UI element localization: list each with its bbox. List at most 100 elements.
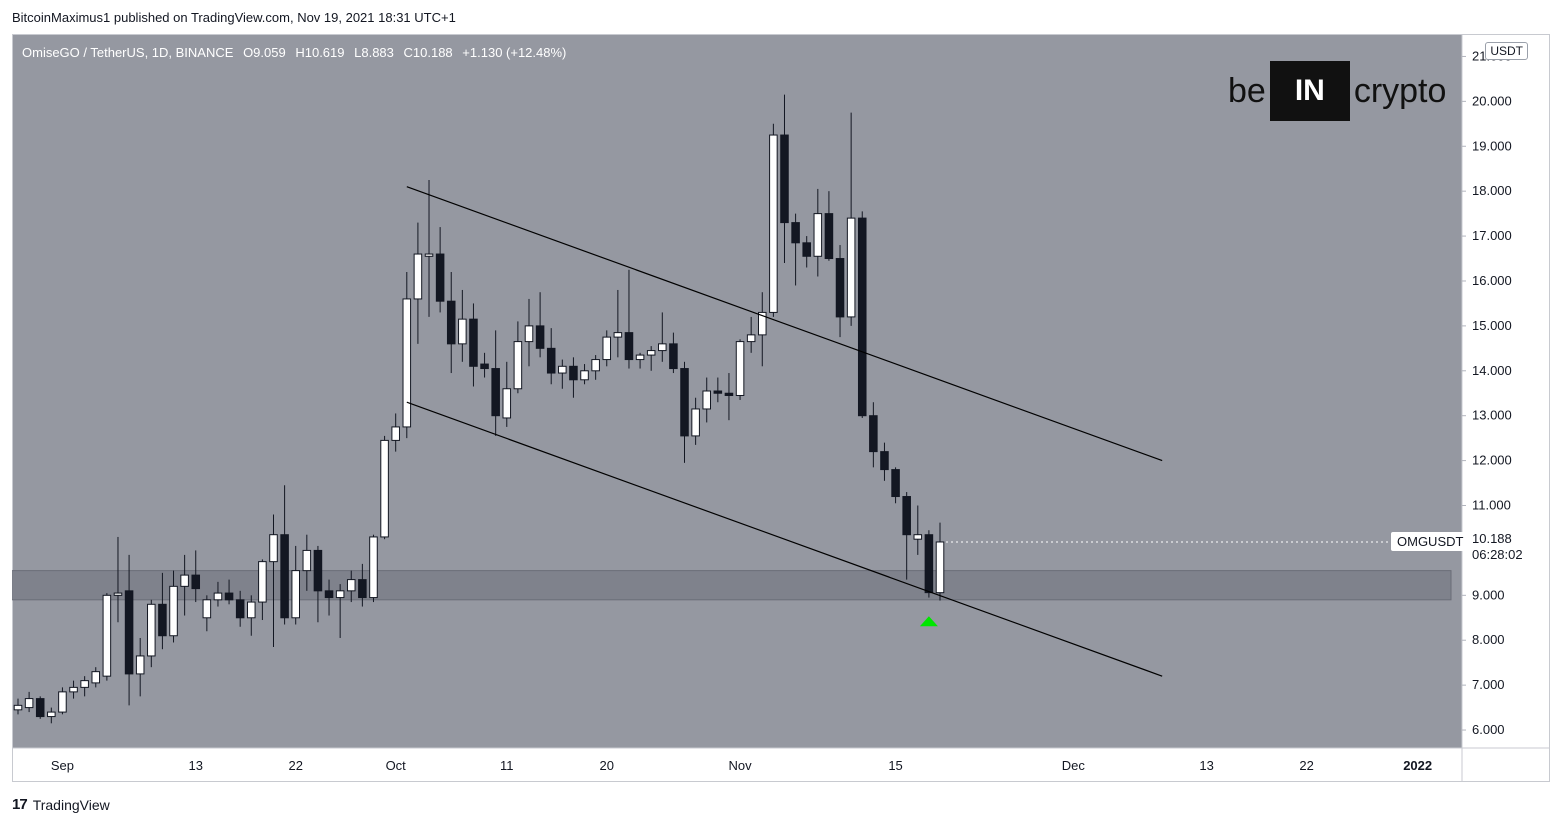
candle-body bbox=[413, 253, 423, 300]
time-tick-label: 13 bbox=[189, 758, 203, 773]
candle-body bbox=[191, 574, 201, 590]
candle-body bbox=[402, 298, 412, 428]
candle-body bbox=[224, 592, 234, 601]
candle bbox=[558, 359, 567, 389]
price-tick-label: 18.000 bbox=[1472, 183, 1512, 198]
candle-body bbox=[446, 300, 456, 345]
candle bbox=[47, 707, 56, 724]
open-value: O9.059 bbox=[243, 45, 286, 60]
close-value: C10.188 bbox=[403, 45, 453, 60]
candle bbox=[924, 530, 934, 598]
candle-body bbox=[558, 365, 567, 374]
candle-body bbox=[902, 496, 911, 536]
candle-body bbox=[746, 334, 756, 343]
candle-body bbox=[169, 585, 178, 637]
publisher-line: BitcoinMaximus1 published on TradingView… bbox=[12, 10, 456, 25]
last-price-tag: 10.188 06:28:02 bbox=[1468, 530, 1544, 564]
candle bbox=[746, 316, 756, 353]
price-tick-label: 13.000 bbox=[1472, 408, 1512, 423]
candle bbox=[269, 514, 278, 647]
price-tick-label: 17.000 bbox=[1472, 228, 1512, 243]
candle bbox=[113, 536, 123, 623]
footer-brand[interactable]: 17 TradingView bbox=[12, 796, 110, 813]
candle-body bbox=[680, 368, 689, 437]
price-chart[interactable]: 6.0007.0008.0009.00010.00011.00012.00013… bbox=[12, 34, 1550, 782]
candle-body bbox=[491, 368, 500, 417]
candle bbox=[91, 667, 101, 688]
candle-body bbox=[202, 599, 212, 619]
time-axis[interactable]: Sep 13 22 Oct 11 20 Nov 15 Dec 13 22 2022 bbox=[51, 758, 1432, 773]
candle bbox=[669, 332, 678, 374]
candle bbox=[258, 559, 267, 621]
price-axis-background bbox=[1462, 34, 1550, 748]
candle-body bbox=[346, 579, 356, 592]
candle-body bbox=[213, 592, 223, 601]
candle-body bbox=[580, 370, 589, 381]
candle-body bbox=[269, 534, 278, 563]
candle bbox=[235, 590, 245, 627]
candle-body bbox=[47, 711, 56, 718]
candle-body bbox=[147, 603, 156, 657]
candle bbox=[158, 572, 167, 650]
candle bbox=[391, 413, 400, 452]
currency-badge[interactable]: USDT bbox=[1485, 42, 1528, 60]
candle bbox=[191, 550, 201, 603]
support-zone bbox=[12, 570, 1452, 601]
candle-body bbox=[480, 363, 489, 370]
time-tick-label: Dec bbox=[1062, 758, 1086, 773]
candle-body bbox=[546, 347, 556, 374]
brand-logo-box: IN bbox=[1269, 61, 1350, 121]
symbol-header[interactable]: OmiseGO / TetherUS, 1D, BINANCE O9.059 H… bbox=[22, 45, 572, 60]
candle bbox=[835, 245, 845, 338]
candle-body bbox=[935, 541, 945, 594]
candle-body bbox=[458, 318, 467, 345]
candle-body bbox=[380, 439, 389, 538]
candle bbox=[313, 545, 323, 623]
candle bbox=[124, 554, 134, 706]
time-tick-label: 15 bbox=[888, 758, 902, 773]
footer-brand-label: TradingView bbox=[32, 796, 110, 813]
candle-body bbox=[635, 354, 645, 361]
chart-frame[interactable]: 6.0007.0008.0009.00010.00011.00012.00013… bbox=[12, 34, 1550, 782]
bar-countdown: 06:28:02 bbox=[1472, 547, 1523, 562]
candle bbox=[369, 534, 378, 603]
candle bbox=[324, 579, 334, 616]
candle bbox=[280, 485, 289, 625]
time-tick-label: 11 bbox=[500, 758, 514, 773]
candle-body bbox=[780, 134, 789, 224]
candle-body bbox=[757, 311, 767, 336]
candle bbox=[635, 352, 645, 369]
time-tick-label: 22 bbox=[1299, 758, 1313, 773]
time-tick-label: Oct bbox=[386, 758, 407, 773]
candle-body bbox=[135, 655, 145, 675]
candle bbox=[658, 312, 667, 362]
candle-body bbox=[469, 318, 478, 367]
candle-body bbox=[735, 341, 745, 396]
candle-body bbox=[857, 217, 867, 417]
candle-body bbox=[424, 253, 434, 257]
candle bbox=[780, 94, 789, 264]
candle bbox=[724, 373, 734, 421]
candles-layer bbox=[13, 94, 945, 724]
candle bbox=[691, 397, 700, 445]
candle-body bbox=[713, 390, 723, 394]
candle bbox=[935, 522, 945, 601]
last-price-value: 10.188 bbox=[1472, 531, 1512, 546]
candle-body bbox=[724, 392, 734, 396]
price-tick-label: 12.000 bbox=[1472, 453, 1512, 468]
candle bbox=[913, 505, 923, 555]
candle bbox=[58, 687, 67, 715]
candle bbox=[80, 676, 89, 697]
price-tick-label: 6.000 bbox=[1472, 722, 1505, 737]
chart-outline bbox=[12, 34, 1550, 782]
time-tick-label: 20 bbox=[600, 758, 614, 773]
candle-body bbox=[335, 590, 345, 599]
candle-body bbox=[69, 686, 78, 693]
candle bbox=[346, 570, 356, 603]
candle bbox=[102, 593, 112, 681]
symbol-name[interactable]: OmiseGO / TetherUS, 1D, BINANCE bbox=[22, 45, 234, 60]
candle bbox=[713, 377, 723, 403]
candle-body bbox=[280, 534, 289, 619]
candle bbox=[902, 492, 911, 580]
candle bbox=[680, 361, 689, 463]
